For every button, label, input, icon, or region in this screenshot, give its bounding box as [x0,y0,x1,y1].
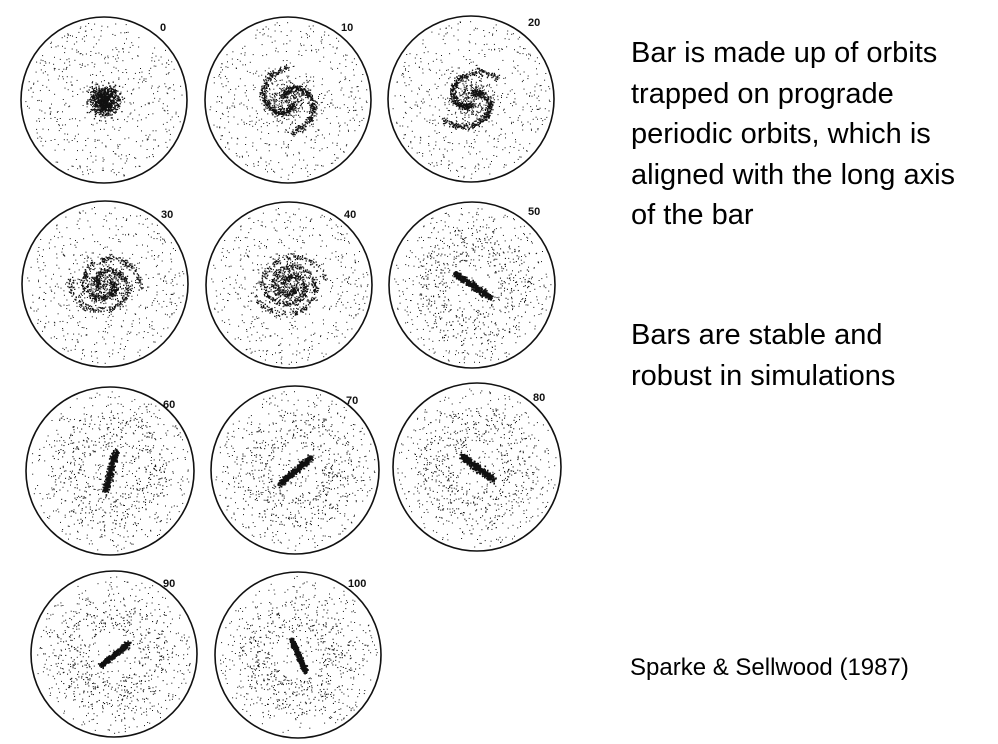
snapshot-panel-100: 100 [212,569,384,741]
disk-outline [21,200,189,368]
snapshot-time-label: 30 [161,209,174,221]
particle-cloud [27,207,185,364]
disk-outline [387,15,555,183]
snapshot-time-label: 50 [528,206,541,218]
snapshot-panel-30: 30 [19,198,191,370]
particle-disk [25,386,195,556]
citation: Sparke & Sellwood (1987) [630,654,909,681]
snapshot-panel-20: 20 [385,13,557,185]
snapshot-time-label: 70 [346,395,359,407]
particle-disk [205,201,373,369]
snapshot-time-label: 40 [344,209,357,221]
simulation-figure: 0 10 20 30 40 50 60 70 80 90 100 [18,13,564,741]
snapshot-panel-90: 90 [28,568,200,740]
particle-cloud [37,576,191,734]
bar-stability-text: Bars are stable and robust in simulation… [631,319,896,392]
snapshot-time-label: 90 [163,578,176,590]
particle-disk [20,16,188,184]
particle-disk [210,385,380,555]
particle-cloud [215,391,376,551]
snapshot-time-label: 10 [341,22,354,34]
particle-cloud [394,208,552,364]
disk-outline [204,16,372,184]
snapshot-time-label: 0 [160,22,167,34]
snapshot-time-label: 20 [528,17,541,29]
particle-cloud [211,208,369,365]
particle-cloud [209,22,368,180]
snapshot-panel-0: 0 [18,14,190,186]
particle-disk [21,200,189,368]
snapshot-time-label: 60 [163,399,176,411]
particle-disk [388,201,556,369]
particle-disk [214,571,382,739]
particle-disk [392,382,562,552]
particle-cloud [220,576,378,733]
particle-disk [204,16,372,184]
disk-outline [205,201,373,369]
particle-disk [387,15,555,183]
snapshot-time-label: 100 [348,578,367,590]
particle-cloud [31,391,190,552]
snapshot-panel-10: 10 [202,14,374,186]
particle-cloud [397,388,557,548]
bar-orbits-text: Bar is made up of orbits trapped on prog… [631,37,956,231]
particle-cloud [392,21,551,179]
snapshot-panel-50: 50 [386,199,558,371]
snapshot-time-label: 80 [533,392,546,404]
particle-cloud [25,23,183,177]
particle-disk [30,570,198,738]
snapshot-panel-60: 60 [23,384,197,558]
snapshot-panel-80: 80 [390,380,564,554]
snapshot-panel-70: 70 [208,383,382,557]
snapshot-panel-40: 40 [203,199,375,371]
